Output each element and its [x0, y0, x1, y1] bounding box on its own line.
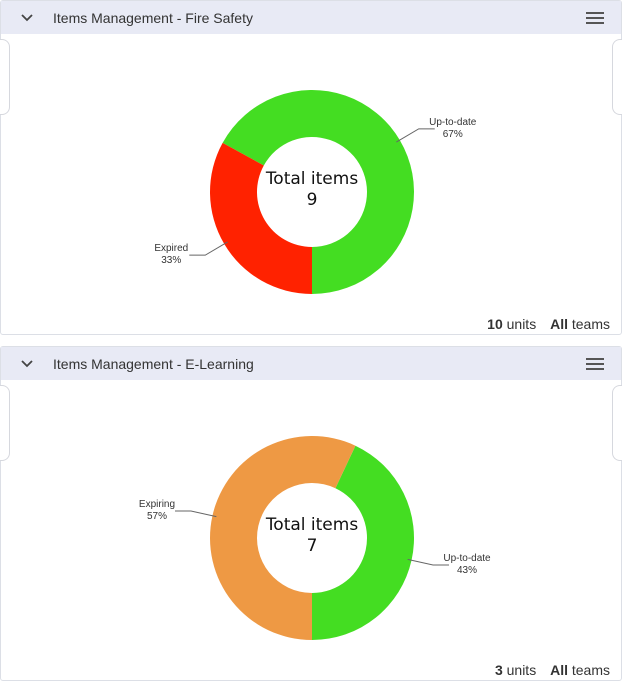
units-label: units [506, 316, 537, 332]
donut-center-label: Total items [265, 169, 359, 189]
panel-header: Items Management - Fire Safety [1, 1, 621, 34]
donut-center-value: 7 [307, 536, 318, 556]
donut-center-label: Total items [265, 515, 359, 535]
slice-leader-line [174, 510, 217, 518]
teams-value[interactable]: All [550, 316, 568, 332]
panel-footer: 3 units All teams [495, 662, 610, 678]
slice-leader-line [189, 241, 228, 256]
slice-percent-label: 67% [443, 129, 463, 140]
slice-label: Up-to-date [429, 117, 477, 128]
slice-percent-label: 57% [147, 511, 167, 522]
panel-title: Items Management - E-Learning [53, 355, 254, 372]
right-scroll-handle[interactable] [612, 385, 622, 461]
donut-slice-up-to-date[interactable] [312, 445, 415, 640]
donut-slice-expired[interactable] [210, 142, 312, 294]
chevron-down-icon[interactable] [19, 10, 35, 26]
slice-label: Up-to-date [443, 553, 491, 564]
donut-slice-expiring[interactable] [210, 436, 356, 640]
teams-label: teams [571, 662, 610, 678]
slice-label: Expiring [139, 499, 175, 510]
hamburger-menu-icon[interactable] [585, 10, 605, 26]
slice-label: Expired [154, 243, 188, 254]
panel-title: Items Management - Fire Safety [53, 9, 253, 26]
slice-percent-label: 33% [161, 255, 181, 266]
teams-value[interactable]: All [550, 662, 568, 678]
right-scroll-handle[interactable] [612, 39, 622, 115]
slice-leader-line [407, 558, 450, 566]
donut-center-value: 9 [307, 190, 318, 210]
units-count: 10 [487, 316, 503, 332]
units-label: units [506, 662, 537, 678]
slice-leader-line [396, 128, 435, 143]
donut-slice-up-to-date[interactable] [222, 90, 415, 294]
e-learning-panel: Items Management - E-Learning Up-to-date… [0, 346, 622, 681]
teams-label: teams [571, 316, 610, 332]
panel-footer: 10 units All teams [487, 316, 610, 332]
panel-header: Items Management - E-Learning [1, 347, 621, 380]
fire-safety-panel: Items Management - Fire Safety Up-to-dat… [0, 0, 622, 335]
hamburger-menu-icon[interactable] [585, 356, 605, 372]
units-count: 3 [494, 662, 503, 678]
chevron-down-icon[interactable] [19, 356, 35, 372]
slice-percent-label: 43% [457, 565, 477, 576]
